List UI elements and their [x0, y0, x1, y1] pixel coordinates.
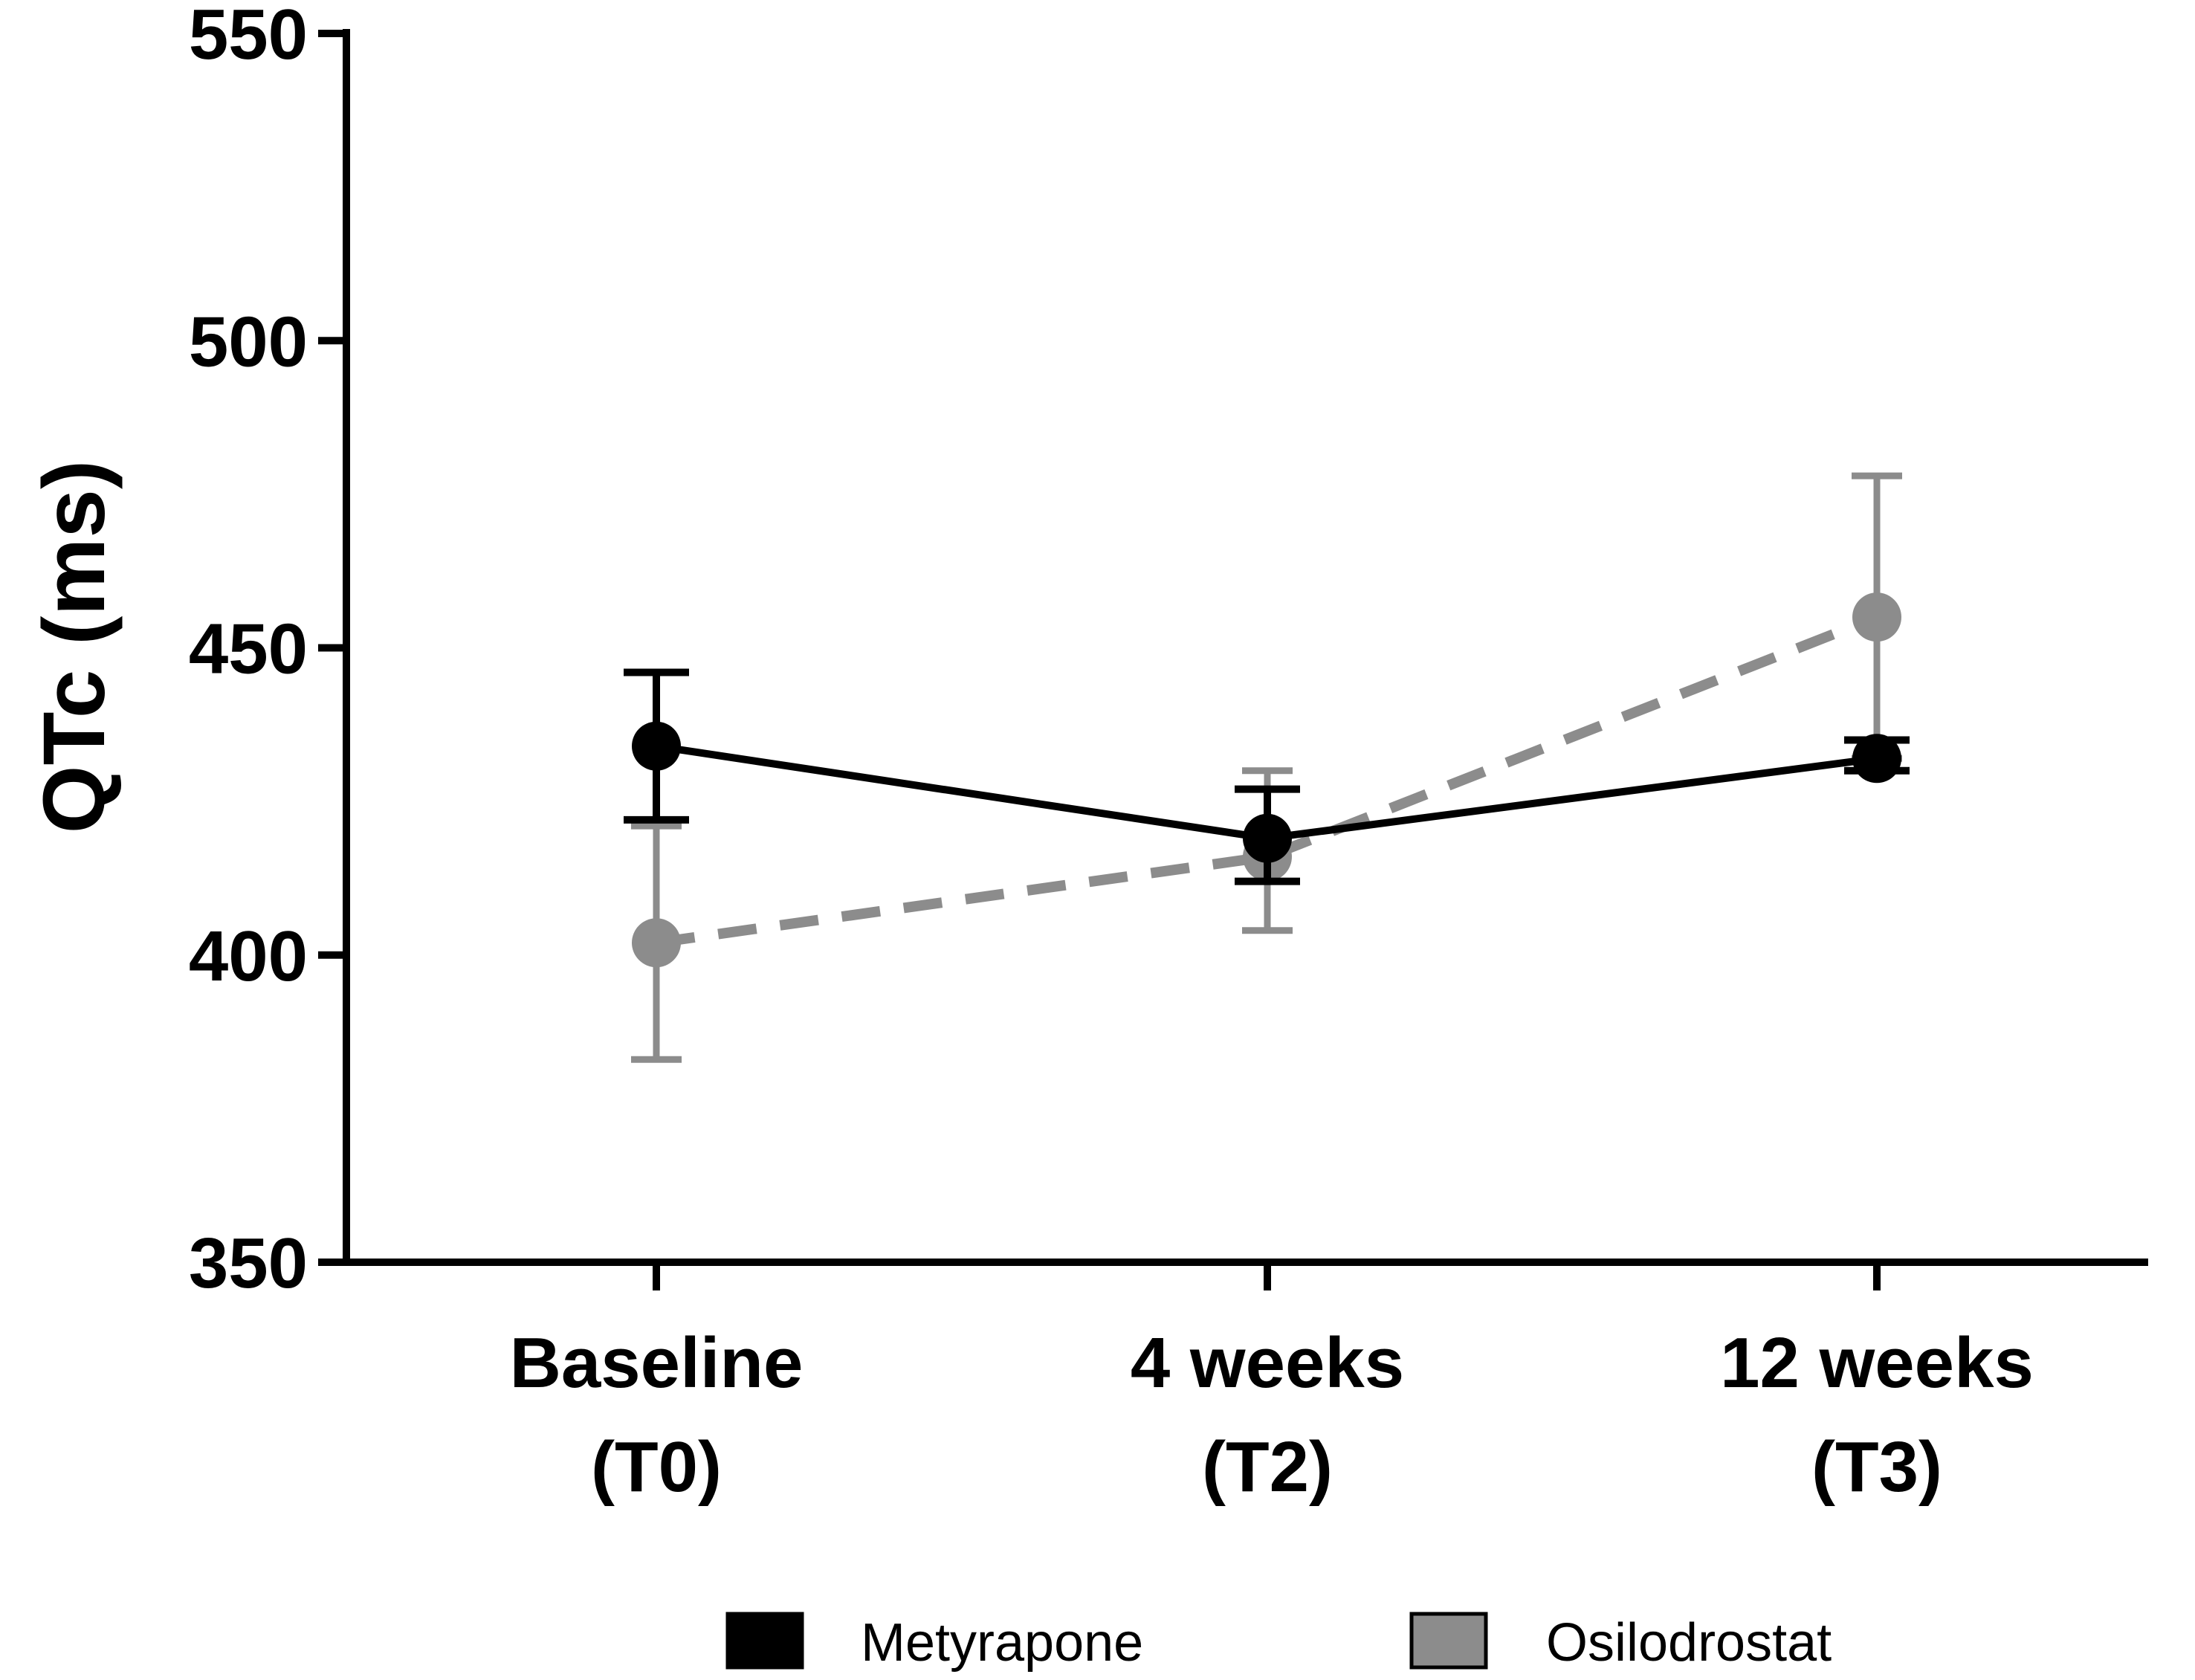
data-point: [1852, 734, 1901, 784]
legend: Metyrapone Osilodrostat: [725, 1612, 1832, 1673]
y-axis-title: QTc (ms): [25, 460, 123, 834]
x-tick-label: 12 weeks: [1720, 1323, 2034, 1403]
y-tick-label: 450: [189, 610, 308, 689]
legend-item-osilodrostat: Osilodrostat: [1409, 1612, 1832, 1673]
legend-label: Osilodrostat: [1546, 1613, 1832, 1673]
data-point: [1852, 592, 1901, 642]
series-layer: [624, 472, 1910, 1063]
data-point: [1243, 813, 1292, 863]
x-axis-ticks: Baseline (T0) 4 weeks (T2) 12 weeks (T3): [510, 1262, 2034, 1507]
x-tick-label: (T0): [591, 1427, 722, 1507]
y-tick-label: 350: [189, 1224, 308, 1303]
data-point: [632, 721, 681, 771]
legend-label: Metyrapone: [861, 1613, 1143, 1673]
y-axis-ticks: 350 400 450 500 550: [189, 0, 346, 1303]
y-tick-label: 400: [189, 917, 308, 996]
x-tick-label: (T3): [1811, 1427, 1942, 1507]
legend-item-metyrapone: Metyrapone: [725, 1612, 1143, 1673]
legend-swatch: [725, 1612, 804, 1670]
data-point: [632, 918, 681, 968]
y-tick-label: 500: [189, 302, 308, 381]
y-tick-label: 550: [189, 0, 308, 74]
x-tick-label: 4 weeks: [1131, 1323, 1404, 1403]
x-tick-label: Baseline: [510, 1323, 804, 1403]
series-line: [656, 612, 1879, 949]
series-metyrapone: [624, 668, 1910, 885]
legend-swatch: [1409, 1612, 1488, 1670]
x-tick-label: (T2): [1202, 1427, 1333, 1507]
